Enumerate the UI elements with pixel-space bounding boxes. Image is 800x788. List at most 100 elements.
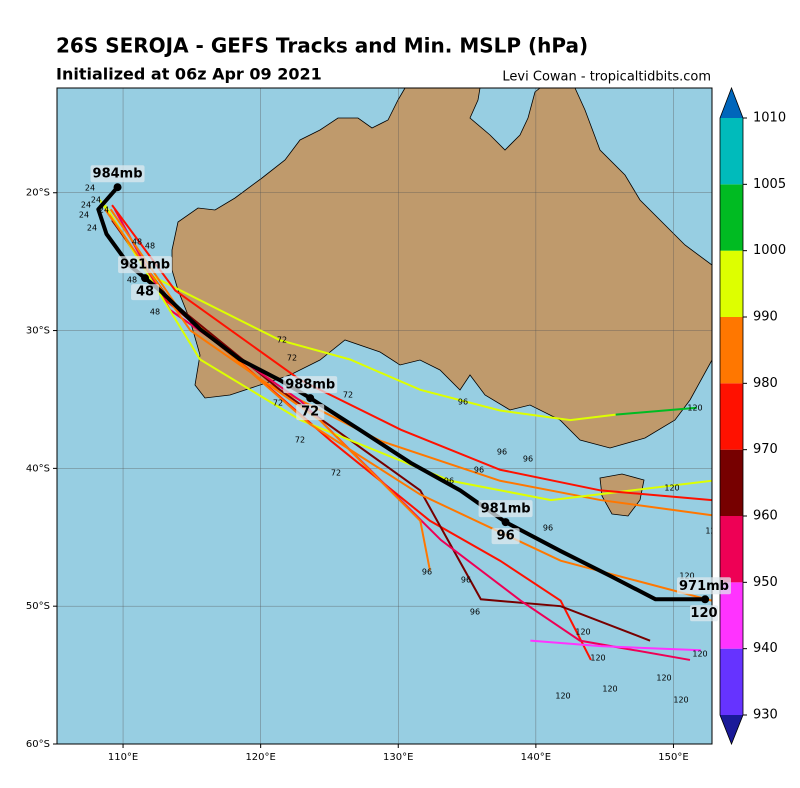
land	[171, 88, 712, 517]
mean-pressure-label: 984mb	[93, 167, 143, 182]
colorbar-segment	[720, 383, 743, 450]
mean-hour-label: 120	[690, 606, 717, 621]
colorbar-label: 980	[753, 376, 778, 391]
mean-track-point	[501, 518, 510, 527]
colorbar-label: 1010	[753, 111, 786, 126]
member-hour-label: 24	[81, 201, 91, 210]
grid	[57, 88, 712, 744]
member-hour-label: 72	[273, 399, 283, 408]
lon-tick-label: 130°E	[383, 752, 413, 763]
member-hour-label: 120	[679, 572, 694, 581]
colorbar-label: 950	[753, 575, 778, 590]
colorbar-segment	[720, 250, 743, 317]
mean-hour-label: 48	[136, 285, 154, 300]
mean-track-point	[701, 595, 710, 604]
ensemble-track	[615, 406, 697, 416]
member-hour-label: 120	[590, 654, 605, 663]
colorbar-label: 960	[753, 509, 778, 524]
colorbar-segment	[720, 582, 743, 649]
label-box	[296, 404, 325, 421]
colorbar-segment	[720, 449, 743, 516]
colorbar-segment	[720, 184, 743, 251]
mean-track-point	[306, 394, 315, 403]
member-hour-label: 96	[458, 398, 468, 407]
lon-tick-label: 140°E	[521, 752, 551, 763]
label-box	[131, 284, 160, 301]
member-hour-label: 120	[687, 404, 702, 413]
mean-hour-label: 96	[497, 529, 515, 544]
colorbar-over	[720, 88, 743, 118]
lon-tick-label: 150°E	[658, 752, 688, 763]
member-hour-label: 96	[470, 608, 480, 617]
member-hour-label: 96	[523, 455, 533, 464]
member-hour-label: 96	[444, 477, 454, 486]
lon-tick-label: 110°E	[108, 752, 138, 763]
colorbar-label: 990	[753, 310, 778, 325]
colorbar-label: 970	[753, 442, 778, 457]
member-hour-label: 72	[277, 336, 287, 345]
lat-tick-label: 30°S	[26, 326, 50, 337]
colorbar-label: 1005	[753, 177, 786, 192]
mean-pressure-label: 988mb	[285, 378, 335, 393]
ensemble-track	[104, 204, 712, 502]
australia	[171, 88, 712, 449]
label-box	[478, 500, 533, 518]
member-hour-label: 96	[497, 448, 507, 457]
mean-pressure-label: 981mb	[120, 258, 170, 273]
member-hour-label: 24	[79, 211, 89, 220]
member-hour-label: 48	[132, 238, 142, 247]
member-hour-label: 48	[127, 276, 137, 285]
member-hour-label: 48	[145, 242, 155, 251]
member-hour-label: 120	[664, 484, 679, 493]
member-hour-label: 24	[91, 196, 101, 205]
lat-tick-label: 60°S	[26, 739, 50, 750]
member-hour-label: 72	[287, 354, 297, 363]
label-box	[90, 165, 145, 183]
colorbar: 930 940 950 960 970 980 990 1000 1005 1010	[719, 86, 786, 746]
member-hour-label: 96	[461, 576, 471, 585]
member-hour-label: 72	[343, 391, 353, 400]
lon-tick-label: 120°E	[245, 752, 275, 763]
ensemble-track	[111, 204, 712, 502]
colorbar-segment	[720, 317, 743, 384]
ensemble-track	[109, 208, 712, 602]
mean-track-point	[141, 274, 150, 283]
member-hour-label: 120	[673, 696, 688, 705]
label-box	[118, 256, 173, 274]
member-hour-label: 120	[555, 692, 570, 701]
colorbar-label: 940	[753, 641, 778, 656]
member-hour-label: 24	[87, 224, 97, 233]
title: 26S SEROJA - GEFS Tracks and Min. MSLP (…	[56, 34, 588, 58]
member-hour-label: 96	[474, 466, 484, 475]
credit: Levi Cowan - tropicaltidbits.com	[502, 70, 711, 85]
member-hour-label: 96	[543, 524, 553, 533]
colorbar-label: 930	[753, 708, 778, 723]
lat-tick-label: 50°S	[26, 601, 50, 612]
lat-tick-label: 20°S	[26, 188, 50, 199]
member-hour-label: 72	[295, 436, 305, 445]
mean-hour-label: 72	[301, 405, 319, 420]
member-hour-label: 120	[575, 628, 590, 637]
colorbar-segment	[720, 648, 743, 715]
member-hour-label: 120	[705, 527, 720, 536]
map-frame	[56, 87, 713, 745]
label-box	[677, 577, 731, 595]
label-box	[491, 528, 520, 545]
member-hour-label: 24	[85, 184, 95, 193]
colorbar-segment	[720, 118, 743, 185]
mean-pressure-label: 981mb	[481, 502, 531, 517]
tasmania	[599, 473, 645, 517]
member-hour-label: 48	[150, 308, 160, 317]
member-hour-label: 96	[422, 568, 432, 577]
mean-track-point	[113, 183, 122, 192]
member-hour-label: 120	[602, 685, 617, 694]
colorbar-segment	[720, 516, 743, 583]
member-hour-label: 120	[692, 650, 707, 659]
colorbar-label: 1000	[753, 243, 786, 258]
subtitle: Initialized at 06z Apr 09 2021	[56, 65, 322, 84]
lat-tick-label: 40°S	[26, 463, 50, 474]
colorbar-under	[720, 715, 743, 744]
member-hour-label: 72	[331, 469, 341, 478]
